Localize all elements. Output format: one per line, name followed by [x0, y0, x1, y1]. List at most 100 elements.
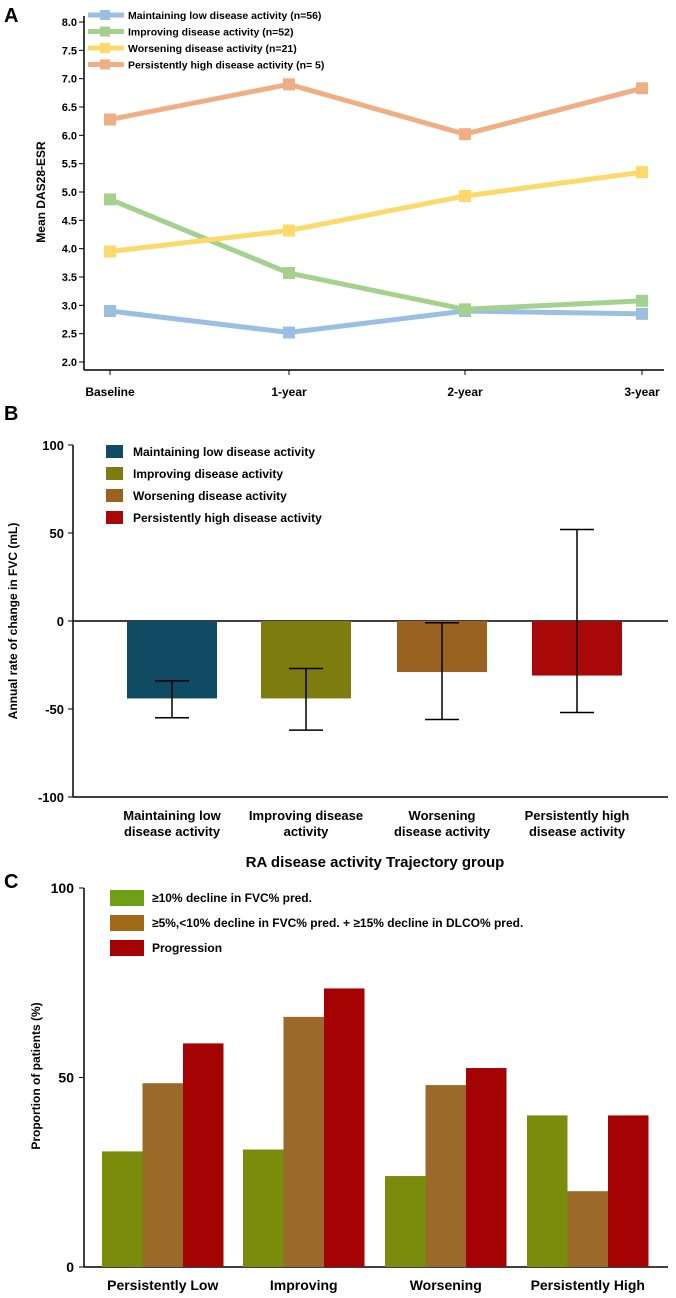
panel-b-x-tick-label: Improving disease — [249, 808, 363, 823]
panel-c-x-tick-label: Worsening — [410, 1277, 482, 1293]
panel-a-letter: A — [4, 5, 18, 27]
panel-c-bar — [385, 1176, 426, 1267]
panel-b-y-axis-label: Annual rate of change in FVC (mL) — [6, 523, 20, 720]
panel-c-x-tick-label: Persistently High — [531, 1277, 645, 1293]
panel-c-bar — [183, 1043, 224, 1267]
panel-a-data-point — [104, 245, 116, 258]
panel-a-y-tick-label: 4.5 — [62, 215, 77, 227]
panel-b-legend-swatch — [106, 467, 123, 480]
panel-b-legend-label: Maintaining low disease activity — [133, 445, 315, 459]
panel-a-y-tick-label: 8.0 — [62, 17, 77, 29]
panel-a-legend-label: Improving disease activity (n=52) — [128, 27, 293, 39]
panel-b-y-tick-label: -50 — [45, 702, 64, 717]
panel-a-y-axis-label: Mean DAS28-ESR — [34, 141, 48, 243]
panel-c-bar — [608, 1115, 649, 1267]
panel-c-bar — [466, 1068, 507, 1267]
panel-a-x-tick-label: Baseline — [85, 385, 135, 399]
panel-b-x-tick-label: disease activity — [529, 824, 626, 839]
panel-a-data-point — [459, 189, 471, 202]
panel-a-y-tick-label: 2.5 — [62, 329, 77, 341]
panel-c-legend-label: Progression — [152, 941, 222, 955]
panel-c-x-tick-label: Improving — [270, 1277, 338, 1293]
panel-a-legend-label: Persistently high disease activity (n= 5… — [128, 60, 324, 72]
panel-c-letter: C — [4, 871, 18, 893]
panel-b-letter: B — [4, 403, 18, 425]
panel-a-legend-marker — [100, 59, 110, 70]
panel-b-x-tick-label: Worsening — [409, 808, 476, 823]
panel-c-bar — [243, 1149, 284, 1267]
panel-a-y-tick-label: 7.0 — [62, 74, 77, 86]
panel-b-x-tick-label: disease activity — [124, 824, 221, 839]
panel-a-y-tick-label: 7.5 — [62, 45, 77, 57]
panel-b-legend-label: Worsening disease activity — [133, 489, 287, 503]
panel-b-legend-swatch — [106, 511, 123, 524]
panel-a-legend-marker — [100, 26, 110, 37]
panel-a-data-point — [636, 82, 648, 95]
panel-a-data-point — [283, 78, 295, 91]
panel-a-y-tick-label: 3.5 — [62, 272, 77, 284]
panel-b-legend-label: Improving disease activity — [133, 467, 283, 481]
panel-a-data-point — [104, 113, 116, 126]
panel-a-y-tick-label: 5.0 — [62, 187, 77, 199]
panel-a-series-line — [109, 308, 643, 336]
panel-a-legend-label: Worsening disease activity (n=21) — [128, 43, 297, 55]
panel-a-data-point — [104, 305, 116, 317]
panel-a-y-tick-label: 6.0 — [62, 130, 77, 142]
panel-b-y-tick-label: 0 — [57, 614, 64, 629]
panel-a-line-chart: 2.0 2.5 3.0 3.5 4.0 4.5 5.0 5.5 6.0 6.5 7.0 7.5 8.0 B… — [34, 10, 664, 399]
panel-c-y-axis-label: Proportion of patients (%) — [29, 1002, 43, 1149]
panel-c-legend-swatch — [110, 915, 144, 931]
panel-a-series-line — [109, 169, 643, 254]
panel-a-y-tick-label: 4.0 — [62, 244, 77, 256]
panel-b-y-tick-label: 100 — [42, 438, 64, 453]
panel-b-legend-swatch — [106, 445, 123, 458]
panel-b-x-tick-label: Maintaining low — [123, 808, 221, 823]
panel-a-legend-label: Maintaining low disease activity (n=56) — [128, 10, 321, 22]
panel-b-y-tick-label: -100 — [38, 790, 64, 805]
panel-c-legend-label: ≥10% decline in FVC% pred. — [152, 891, 312, 905]
panel-a-legend-marker — [100, 10, 110, 20]
panel-a-series-line — [109, 81, 643, 137]
panel-c-bar — [283, 1016, 324, 1267]
panel-a-x-tick-label: 3-year — [624, 385, 660, 399]
panel-a-y-tick-label: 3.0 — [62, 300, 77, 312]
panel-c-bar — [567, 1191, 608, 1267]
panel-a-data-point — [636, 307, 648, 320]
panel-a-data-point — [636, 294, 648, 307]
panel-a-data-point — [636, 166, 648, 179]
panel-a-x-tick-label: 2-year — [447, 385, 483, 399]
panel-b-x-tick-label: disease activity — [394, 824, 491, 839]
panel-a-legend-marker — [100, 43, 110, 53]
panel-a-y-tick-label: 2.0 — [62, 357, 77, 369]
panel-b-bar-chart: -100 -50 0 50 100 Annual rate of change in FV… — [6, 438, 668, 871]
panel-b-legend-label: Persistently high disease activity — [133, 511, 322, 525]
panel-b-x-tick-label: Persistently high — [525, 808, 630, 823]
panel-c-bar — [324, 988, 365, 1267]
panel-a-data-point — [104, 193, 116, 206]
panel-a-series-line — [109, 197, 643, 312]
panel-c-bar-chart: 0 50 100 Proportion of patients (%) Persiste… — [29, 880, 668, 1293]
panel-c-bar — [102, 1151, 143, 1267]
panel-b-legend-swatch — [106, 489, 123, 502]
panel-a-y-tick-label: 6.5 — [62, 102, 77, 114]
panel-c-legend-swatch — [110, 890, 144, 906]
panel-a-y-tick-label: 5.5 — [62, 159, 77, 171]
panel-b-x-tick-label: activity — [284, 824, 330, 839]
panel-c-legend-label: ≥5%,<10% decline in FVC% pred. + ≥15% de… — [152, 916, 523, 930]
panel-c-y-tick-label: 0 — [66, 1259, 74, 1275]
panel-a-data-point — [283, 326, 295, 339]
panel-b-x-axis-title: RA disease activity Trajectory group — [246, 854, 505, 871]
panel-a-data-point — [283, 224, 295, 237]
panel-c-bar — [425, 1085, 466, 1267]
panel-c-bar — [527, 1115, 568, 1267]
panel-c-y-tick-label: 50 — [58, 1070, 74, 1086]
panel-a-data-point — [459, 303, 471, 316]
panel-c-bar — [142, 1083, 183, 1267]
panel-c-x-tick-label: Persistently Low — [107, 1277, 218, 1293]
panel-c-y-tick-label: 100 — [51, 880, 75, 896]
panel-a-data-point — [459, 128, 471, 141]
panel-a-data-point — [283, 267, 295, 280]
panel-c-legend-swatch — [110, 940, 144, 956]
panel-b-y-tick-label: 50 — [50, 526, 64, 541]
